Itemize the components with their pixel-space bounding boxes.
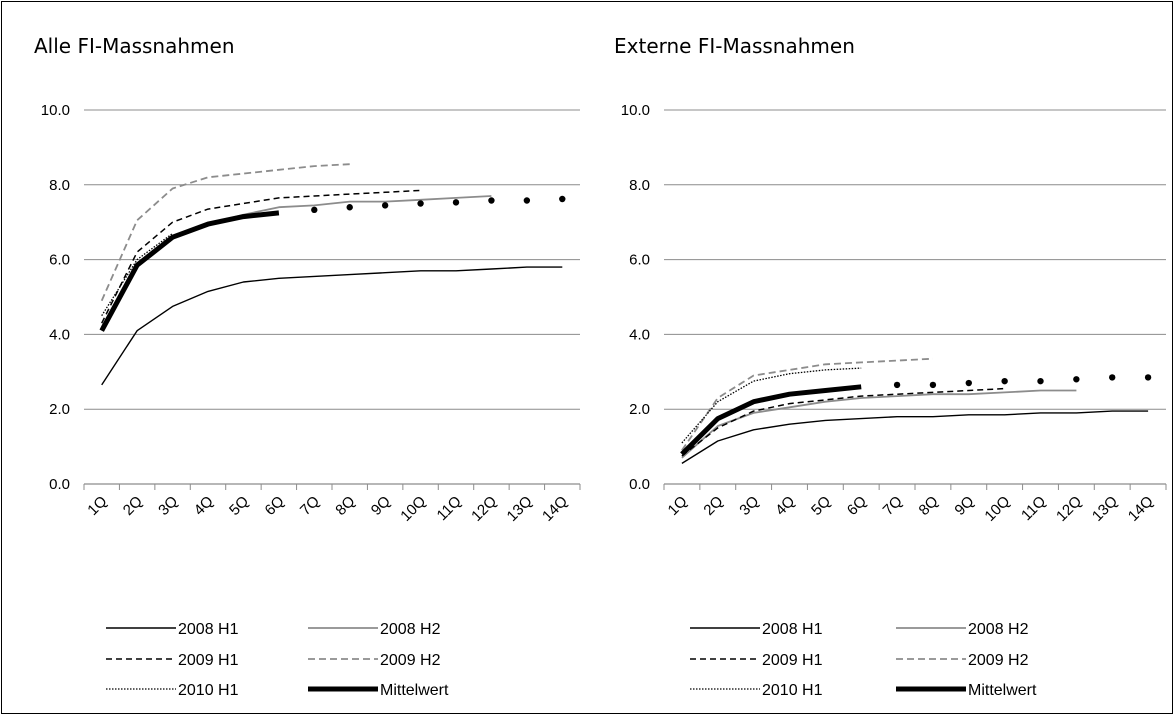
legend-label: 2009 H1	[178, 652, 239, 669]
projection-dot	[523, 197, 531, 204]
x-tick-label: 1Q	[84, 493, 110, 519]
x-tick-label: 11Q	[1018, 493, 1049, 524]
x-tick-label: 13Q	[1089, 493, 1121, 525]
legend-label: 2008 H2	[380, 621, 441, 638]
x-tick-label: 7Q	[297, 493, 323, 519]
series-line-2009-h1	[101, 189, 421, 324]
legend-label: Mittelwert	[968, 682, 1037, 699]
projection-dot	[929, 381, 937, 389]
projection-dot	[1109, 374, 1116, 381]
x-tick-label: 6Q	[262, 493, 288, 519]
legend-label: 2008 H1	[762, 621, 823, 638]
y-tick-label: 0.0	[49, 476, 70, 493]
series-line-mittelwert	[680, 384, 862, 456]
legend-label: 2009 H1	[762, 652, 823, 669]
x-tick-label: 14Q	[539, 493, 571, 525]
legend: 2008 H1 2008 H2 2009 H1 2009 H2 2010 H1 Mitte…	[106, 621, 449, 699]
y-tick-label: 2.0	[629, 401, 650, 418]
projection-dot	[965, 379, 972, 387]
x-tick-label: 5Q	[808, 493, 834, 519]
y-tick-label: 6.0	[629, 252, 650, 269]
legend-label: 2008 H2	[968, 621, 1029, 638]
y-tick-label: 10.0	[621, 102, 650, 119]
series-line-2008-h1	[101, 266, 563, 386]
projection-dot	[417, 200, 424, 207]
x-tick-label: 7Q	[880, 493, 906, 519]
series-line-2010-h1	[681, 367, 862, 444]
legend-label: 2010 H1	[762, 682, 823, 699]
x-tick-label: 4Q	[772, 493, 798, 519]
projection-dot	[1037, 377, 1044, 385]
projection-dot	[488, 197, 495, 204]
projection-dot	[311, 206, 318, 214]
projection-dot	[1001, 377, 1008, 385]
y-tick-label: 2.0	[49, 401, 70, 418]
legend-label: 2009 H2	[380, 652, 441, 669]
x-tick-label: 12Q	[468, 493, 500, 525]
series-line-2008-h2	[100, 195, 492, 328]
projection-dot	[1073, 376, 1080, 383]
x-tick-label: 2Q	[700, 493, 726, 519]
legend-label: Mittelwert	[380, 682, 449, 699]
legend-label: 2008 H1	[178, 621, 239, 638]
projection-dot	[893, 381, 901, 389]
x-tick-label: 9Q	[951, 493, 977, 519]
series-line-2008-h2	[681, 389, 1077, 459]
y-tick-label: 10.0	[41, 102, 70, 119]
x-tick-label: 5Q	[226, 493, 252, 519]
x-tick-label: 14Q	[1125, 493, 1157, 525]
x-tick-label: 8Q	[916, 493, 942, 519]
series-line-2008-h1	[681, 410, 1149, 464]
x-tick-label: 2Q	[120, 493, 146, 519]
x-tick-label: 3Q	[736, 493, 762, 519]
x-tick-label: 12Q	[1053, 493, 1085, 525]
y-tick-label: 6.0	[49, 252, 70, 269]
x-tick-label: 9Q	[368, 493, 394, 519]
x-tick-label: 4Q	[191, 493, 217, 519]
series-line-2010-h1	[101, 232, 173, 317]
y-tick-label: 4.0	[49, 326, 70, 343]
chart-2: Externe FI-Massnahmen 0.0 2.0 4.0 6.0 8.0 10.0…	[614, 34, 1167, 699]
series-line-2009-h1	[681, 387, 1005, 457]
chart-title: Externe FI-Massnahmen	[614, 34, 855, 58]
x-tick-label: 13Q	[504, 493, 536, 525]
legend-label: 2010 H1	[178, 682, 239, 699]
series-line-2009-h2	[681, 357, 933, 451]
projection-dot	[381, 202, 389, 209]
y-tick-label: 8.0	[629, 177, 650, 194]
projection-dot	[346, 204, 353, 211]
series-line-2009-h2	[100, 163, 350, 302]
x-tick-label: 8Q	[332, 493, 358, 519]
x-tick-label: 1Q	[665, 493, 691, 519]
projection-dot	[452, 199, 460, 206]
x-tick-label: 6Q	[844, 493, 870, 519]
projection-dot	[1144, 374, 1152, 381]
x-tick-label: 10Q	[981, 493, 1013, 525]
series-line-mittelwert	[99, 210, 280, 332]
legend-label: 2009 H2	[968, 652, 1029, 669]
projection-dot	[559, 195, 566, 203]
legend: 2008 H1 2008 H2 2009 H1 2009 H2 2010 H1 Mitte…	[690, 621, 1037, 699]
x-tick-label: 10Q	[397, 493, 429, 525]
y-tick-label: 0.0	[629, 476, 650, 493]
x-tick-label: 11Q	[434, 493, 465, 524]
chart-1: Alle FI-Massnahmen 0.0 2.0 4.0 6.0 8.0 10.0 1Q 2…	[34, 34, 581, 699]
y-tick-label: 8.0	[49, 177, 70, 194]
chart-title: Alle FI-Massnahmen	[34, 34, 235, 58]
x-tick-label: 3Q	[155, 493, 181, 519]
y-tick-label: 4.0	[629, 326, 650, 343]
